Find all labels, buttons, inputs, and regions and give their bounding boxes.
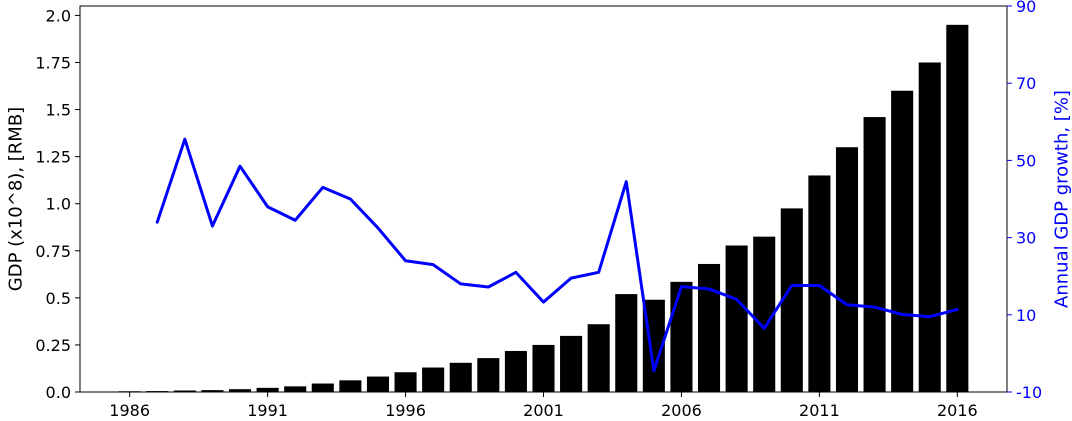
left-tick-label: 1.25 xyxy=(35,148,71,167)
left-y-axis-title: GDP (x10^8), [RMB] xyxy=(5,107,26,291)
x-tick-label: 1996 xyxy=(385,401,426,416)
gdp-growth-line xyxy=(155,137,959,373)
x-tick-label: 2006 xyxy=(661,401,702,416)
bar-1990 xyxy=(228,389,252,392)
right-tick-label: -10 xyxy=(1016,383,1042,402)
right-tick-label: 90 xyxy=(1016,0,1036,16)
left-tick-label: 2.0 xyxy=(46,6,71,25)
left-y-axis: 0.0 0.25 0.5 0.75 1.0 1.25 1.5 1.75 2.0 xyxy=(35,6,80,402)
bar-1993 xyxy=(311,383,334,392)
bar-1989 xyxy=(201,390,224,392)
left-tick-label: 0.0 xyxy=(46,383,71,402)
right-tick-label: 30 xyxy=(1016,229,1036,248)
bars-layer xyxy=(118,24,969,393)
bar-1994 xyxy=(339,380,362,392)
bar-1995 xyxy=(366,376,389,392)
x-tick-label: 1986 xyxy=(109,401,150,416)
line-layer xyxy=(155,137,959,373)
left-tick-label: 0.5 xyxy=(46,289,71,308)
bar-2002 xyxy=(560,335,583,392)
bar-1996 xyxy=(394,372,417,392)
bar-1999 xyxy=(477,358,500,392)
bar-1997 xyxy=(422,367,445,392)
bar-1988 xyxy=(173,390,196,392)
bar-2014 xyxy=(891,90,914,392)
bar-2015 xyxy=(918,62,941,393)
bar-2009 xyxy=(753,236,776,392)
bar-2013 xyxy=(863,117,886,392)
bar-2003 xyxy=(587,324,610,392)
left-tick-label: 0.75 xyxy=(35,242,71,261)
bar-2012 xyxy=(835,147,859,392)
right-y-axis: -10 10 30 50 70 90 xyxy=(1007,0,1042,402)
bar-2016 xyxy=(946,24,969,393)
bar-2004 xyxy=(615,294,638,392)
bar-1998 xyxy=(449,362,472,392)
bar-2006 xyxy=(670,281,693,392)
x-tick-label: 2011 xyxy=(799,401,840,416)
right-tick-label: 50 xyxy=(1016,151,1036,170)
x-axis: 1986 1991 1996 2001 2006 2011 2016 xyxy=(109,392,978,420)
bar-2000 xyxy=(504,350,527,392)
bar-1991 xyxy=(256,387,279,392)
left-tick-label: 1.75 xyxy=(35,53,71,72)
bar-2001 xyxy=(532,344,555,392)
bar-1992 xyxy=(284,386,307,392)
bar-2008 xyxy=(725,245,748,392)
left-tick-label: 1.5 xyxy=(46,101,71,120)
x-tick-label: 1991 xyxy=(247,401,288,416)
bar-2010 xyxy=(780,208,803,392)
x-tick-label: 2016 xyxy=(937,401,978,416)
bar-2007 xyxy=(698,263,721,392)
x-tick-label: 2001 xyxy=(523,401,564,416)
right-y-axis-title: Annual GDP growth, [%] xyxy=(1051,90,1072,308)
left-tick-label: 1.0 xyxy=(46,195,71,214)
right-tick-label: 10 xyxy=(1016,306,1036,325)
left-tick-label: 0.25 xyxy=(35,336,71,355)
right-tick-label: 70 xyxy=(1016,74,1036,93)
bar-2011 xyxy=(808,175,831,392)
